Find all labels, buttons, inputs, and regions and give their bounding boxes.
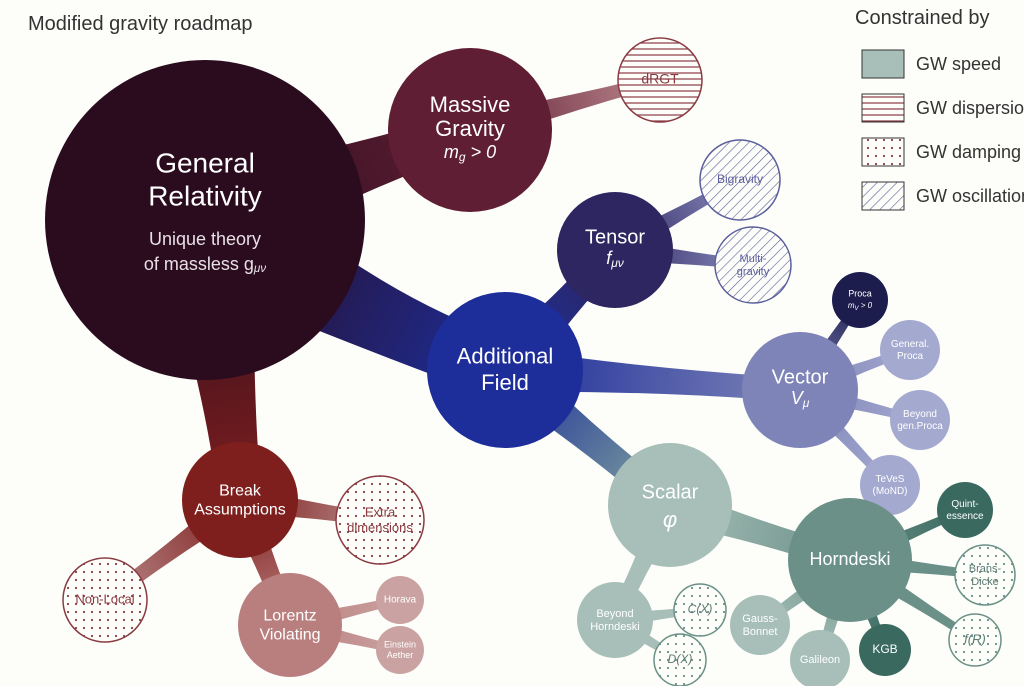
svg-text:φ: φ bbox=[663, 507, 677, 532]
svg-text:Tensor: Tensor bbox=[585, 226, 645, 248]
node-break bbox=[182, 442, 298, 558]
legend-label: GW speed bbox=[916, 54, 1001, 74]
node-gr bbox=[45, 60, 365, 380]
roadmap-diagram: GeneralRelativity Unique theory of massles… bbox=[0, 0, 1024, 686]
svg-text:essence: essence bbox=[946, 511, 984, 522]
svg-text:Non-Local: Non-Local bbox=[75, 591, 134, 606]
svg-text:Bigravity: Bigravity bbox=[717, 172, 763, 186]
svg-text:gravity: gravity bbox=[737, 266, 770, 278]
svg-text:C(X): C(X) bbox=[688, 602, 713, 616]
svg-text:D(X): D(X) bbox=[668, 652, 693, 666]
svg-text:Beyond: Beyond bbox=[596, 608, 633, 620]
svg-text:Lorentz: Lorentz bbox=[263, 607, 316, 624]
svg-text:Multi-: Multi- bbox=[740, 253, 767, 265]
svg-text:Horndeski: Horndeski bbox=[809, 549, 890, 569]
svg-text:Extra: Extra bbox=[365, 504, 396, 519]
node-beyondhorn bbox=[577, 582, 653, 658]
svg-text:dimensions: dimensions bbox=[347, 520, 413, 535]
svg-text:Relativity: Relativity bbox=[148, 180, 262, 211]
svg-text:f(R): f(R) bbox=[964, 631, 986, 646]
svg-text:Field: Field bbox=[481, 370, 529, 395]
svg-text:Scalar: Scalar bbox=[642, 481, 699, 503]
svg-text:Gauss-: Gauss- bbox=[742, 613, 778, 625]
legend-label: GW oscillations bbox=[916, 186, 1024, 206]
svg-text:Horava: Horava bbox=[384, 595, 417, 606]
diagram-title: Modified gravity roadmap bbox=[28, 13, 253, 35]
node-lorentz bbox=[238, 573, 342, 677]
svg-text:Proca: Proca bbox=[897, 351, 924, 362]
svg-text:Horndeski: Horndeski bbox=[590, 621, 640, 633]
svg-text:Dicke: Dicke bbox=[971, 576, 999, 588]
svg-text:General: General bbox=[155, 147, 255, 178]
svg-text:Galileon: Galileon bbox=[800, 654, 840, 666]
node-bransdicke bbox=[955, 545, 1015, 605]
node-proca bbox=[832, 272, 888, 328]
legend-swatch bbox=[862, 50, 904, 78]
svg-text:Quint-: Quint- bbox=[951, 499, 978, 510]
legend-swatch bbox=[862, 94, 904, 122]
svg-text:Aether: Aether bbox=[387, 650, 414, 660]
svg-text:Violating: Violating bbox=[259, 627, 320, 644]
legend-title: Constrained by bbox=[855, 7, 990, 29]
legend-label: GW dispersion bbox=[916, 98, 1024, 118]
svg-text:General.: General. bbox=[891, 339, 929, 350]
legend-label: GW damping bbox=[916, 142, 1021, 162]
svg-text:Unique theory: Unique theory bbox=[149, 229, 261, 249]
svg-text:Break: Break bbox=[219, 482, 262, 499]
svg-text:Vector: Vector bbox=[772, 366, 829, 388]
svg-text:Gravity: Gravity bbox=[435, 116, 505, 141]
svg-text:(MoND): (MoND) bbox=[873, 486, 908, 497]
svg-text:KGB: KGB bbox=[872, 642, 897, 656]
svg-text:mV > 0: mV > 0 bbox=[848, 301, 873, 312]
svg-text:dRGT: dRGT bbox=[641, 71, 679, 87]
svg-text:of massless gμν: of massless gμν bbox=[144, 254, 266, 275]
svg-text:Bonnet: Bonnet bbox=[743, 626, 778, 638]
node-tensor bbox=[557, 192, 673, 308]
svg-text:Assumptions: Assumptions bbox=[194, 502, 286, 519]
node-multigravity bbox=[715, 227, 791, 303]
svg-text:Additional: Additional bbox=[457, 344, 554, 369]
node-scalar bbox=[608, 443, 732, 567]
legend-swatch bbox=[862, 138, 904, 166]
svg-text:Proca: Proca bbox=[848, 288, 872, 298]
svg-text:Beyond: Beyond bbox=[903, 409, 937, 420]
svg-text:TeVeS: TeVeS bbox=[876, 474, 905, 485]
svg-text:Massive: Massive bbox=[430, 92, 511, 117]
svg-text:Brans-: Brans- bbox=[969, 563, 1002, 575]
svg-text:Einstein: Einstein bbox=[384, 639, 416, 649]
node-gaussbonnet bbox=[730, 595, 790, 655]
svg-text:gen.Proca: gen.Proca bbox=[897, 421, 943, 432]
svg-text:mg > 0: mg > 0 bbox=[444, 142, 496, 164]
legend-swatch bbox=[862, 182, 904, 210]
